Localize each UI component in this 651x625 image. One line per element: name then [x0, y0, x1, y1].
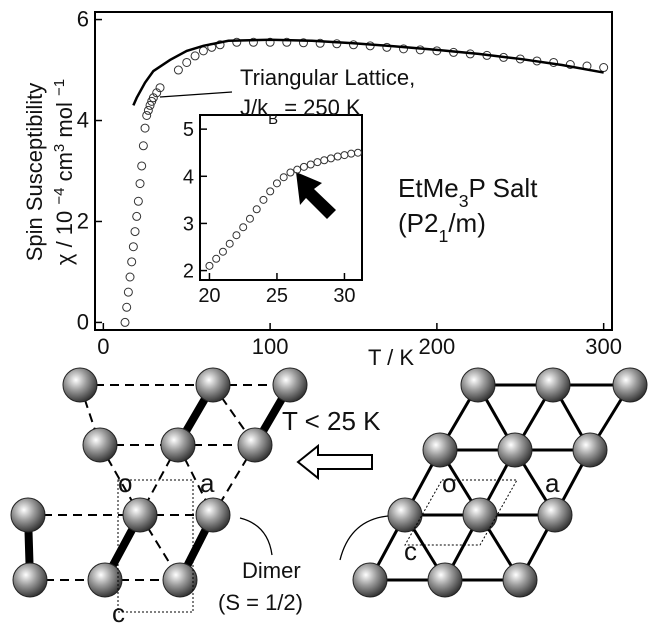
y-tick-label: 6 — [77, 7, 89, 32]
data-point — [121, 318, 129, 326]
text-part: −1 — [51, 79, 68, 96]
atom — [123, 498, 157, 532]
data-point — [136, 180, 144, 188]
data-point — [183, 58, 191, 66]
text-part: P Salt — [469, 173, 539, 203]
text-part: mol — [52, 96, 77, 144]
atom — [196, 498, 230, 532]
y-tick-label: 4 — [77, 108, 89, 133]
atom — [83, 428, 117, 462]
annotation: Triangular Lattice, — [240, 65, 415, 90]
y-tick-label: 0 — [77, 309, 89, 334]
axis-a: a — [545, 468, 560, 498]
y-tick-label: 2 — [77, 208, 89, 233]
data-point — [174, 66, 182, 74]
text-part: = 250 K — [278, 95, 361, 120]
atom — [13, 563, 47, 597]
leader — [240, 518, 272, 555]
x-tick-label: 30 — [333, 285, 355, 307]
leader — [340, 516, 388, 560]
atom — [273, 368, 307, 402]
data-point — [124, 288, 132, 296]
atom — [613, 368, 647, 402]
y-axis-label: χ / 10 −4 cm3 mol −1 — [51, 79, 78, 265]
y-axis-label: Spin Susceptibility — [22, 83, 47, 262]
text-part: −4 — [51, 188, 68, 205]
text-part: /m) — [448, 208, 486, 238]
data-point — [138, 162, 146, 170]
text-part: cm — [52, 152, 77, 187]
data-point — [134, 197, 142, 205]
atom — [163, 563, 197, 597]
text-part: B — [268, 111, 278, 128]
axis-o: o — [442, 468, 456, 498]
atom — [573, 433, 607, 467]
atom — [11, 498, 45, 532]
atom — [428, 563, 462, 597]
data-point — [141, 124, 149, 132]
atom — [353, 563, 387, 597]
axis-a: a — [200, 468, 215, 498]
text-part: 1 — [438, 226, 448, 246]
data-point — [128, 258, 136, 266]
hollow-arrow — [298, 446, 372, 478]
y-tick-label: 4 — [183, 166, 194, 188]
data-point — [133, 212, 141, 220]
atom — [196, 368, 230, 402]
data-point — [139, 142, 147, 150]
y-tick-label: 3 — [183, 213, 194, 235]
annotation: EtMe3P Salt — [398, 173, 538, 211]
atom — [503, 563, 537, 597]
axis-o: o — [118, 468, 132, 498]
data-point — [126, 273, 134, 281]
data-point — [600, 64, 608, 72]
atom — [88, 563, 122, 597]
atom — [63, 368, 97, 402]
text-part: EtMe — [398, 173, 459, 203]
dimer-label: Dimer — [242, 558, 301, 583]
data-point — [144, 106, 152, 114]
atom — [423, 433, 457, 467]
x-tick-label: 0 — [97, 334, 109, 359]
axis-c: c — [404, 536, 417, 566]
data-point — [143, 111, 151, 119]
atom — [536, 368, 570, 402]
text-part: χ / 10 — [52, 205, 77, 265]
text-part: (P2 — [398, 208, 438, 238]
atom — [463, 498, 497, 532]
annotation: (P21/m) — [398, 208, 486, 246]
atom — [238, 428, 272, 462]
transition-label: T < 25 K — [282, 406, 381, 436]
x-tick-label: 200 — [419, 334, 456, 359]
y-tick-label: 2 — [183, 261, 194, 283]
data-point — [199, 47, 207, 55]
y-tick-label: 5 — [183, 119, 194, 141]
data-point — [129, 243, 137, 251]
x-tick-label: 25 — [266, 285, 288, 307]
annotation-leader — [160, 92, 232, 97]
atom — [461, 368, 495, 402]
x-tick-label: 100 — [252, 334, 289, 359]
atom — [161, 428, 195, 462]
atom — [538, 498, 572, 532]
data-point — [131, 228, 139, 236]
text-part: J/k — [240, 95, 269, 120]
data-point — [123, 303, 131, 311]
figure: T / K Spin Susceptibility χ / 10 −4 cm3 … — [0, 0, 651, 625]
data-point — [191, 52, 199, 60]
atom — [388, 498, 422, 532]
text-part: 3 — [51, 144, 68, 152]
x-tick-label: 300 — [585, 334, 622, 359]
text-part: Triangular Lattice, — [240, 65, 415, 90]
x-axis-label: T / K — [368, 345, 414, 370]
x-tick-label: 20 — [198, 285, 220, 307]
atom — [498, 433, 532, 467]
spin-label: (S = 1/2) — [218, 590, 303, 615]
